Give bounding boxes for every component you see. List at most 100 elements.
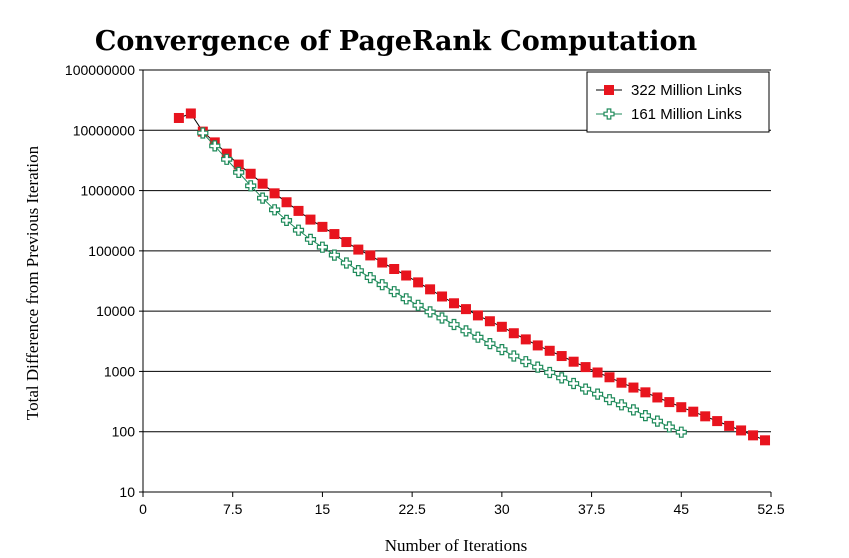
data-point <box>173 112 184 123</box>
data-point <box>280 214 293 226</box>
data-point <box>604 372 615 383</box>
data-point <box>448 318 460 331</box>
data-point <box>484 338 496 350</box>
series-322-million <box>173 108 771 446</box>
data-point <box>544 345 555 356</box>
y-tick-label: 10000000 <box>73 122 136 138</box>
data-point <box>401 270 412 281</box>
data-point <box>316 241 328 253</box>
y-tick-label: 100 <box>112 424 136 440</box>
x-tick-label: 22.5 <box>399 501 426 517</box>
data-point <box>556 351 567 362</box>
data-point <box>652 392 663 403</box>
data-point <box>544 366 556 379</box>
data-point <box>760 435 771 446</box>
data-point <box>400 293 412 305</box>
legend: 322 Million Links 161 Million Links <box>586 71 770 133</box>
data-point <box>340 257 352 269</box>
data-point <box>532 361 544 373</box>
data-point <box>472 331 484 343</box>
y-tick-label: 1000000 <box>80 183 135 199</box>
data-point <box>627 404 640 416</box>
data-point <box>413 277 424 288</box>
chart-title: Convergence of PageRank Computation <box>95 26 698 57</box>
data-point <box>281 197 292 208</box>
y-tick-label: 10 <box>119 484 135 500</box>
y-tick-label: 10000 <box>96 303 135 319</box>
x-tick-label: 45 <box>673 501 689 517</box>
gridlines <box>143 69 771 433</box>
data-point <box>329 229 340 240</box>
data-point <box>520 356 532 368</box>
data-point <box>472 310 483 321</box>
y-tick-label: 100000 <box>88 243 135 259</box>
data-point <box>388 286 400 298</box>
data-point <box>352 265 364 277</box>
data-point <box>712 416 723 427</box>
data-point <box>197 127 209 139</box>
data-point <box>460 325 472 337</box>
data-point <box>616 377 627 388</box>
data-point <box>341 237 352 248</box>
data-point <box>508 328 519 339</box>
series-161-million <box>197 127 687 438</box>
data-point <box>592 367 603 378</box>
x-tick-label: 15 <box>315 501 331 517</box>
data-point <box>591 388 604 400</box>
x-tick-label: 0 <box>139 501 147 517</box>
data-point <box>736 425 747 436</box>
data-point <box>568 356 579 367</box>
legend-label-322: 322 Million Links <box>631 82 742 99</box>
data-point <box>615 399 628 411</box>
data-point <box>377 257 388 268</box>
data-point <box>664 397 675 408</box>
data-point <box>496 344 508 356</box>
data-point <box>364 272 376 284</box>
data-point <box>639 410 652 422</box>
data-point <box>556 372 568 384</box>
data-point <box>353 244 364 255</box>
data-point <box>221 153 233 165</box>
data-point <box>317 221 328 232</box>
x-tick-label: 30 <box>494 501 510 517</box>
data-point <box>449 298 460 309</box>
legend-label-161: 161 Million Links <box>631 106 742 123</box>
data-point <box>484 316 495 327</box>
series-line <box>178 112 766 441</box>
data-point <box>675 426 687 438</box>
data-point <box>436 312 448 324</box>
data-point <box>425 284 436 295</box>
data-point <box>508 350 520 362</box>
data-point <box>748 430 759 441</box>
data-point <box>245 180 257 192</box>
data-point <box>376 279 388 291</box>
x-axis: 0 7.5 15 22.5 30 37.5 45 52.5 <box>139 491 785 517</box>
data-point <box>412 299 424 311</box>
data-point <box>688 406 699 417</box>
data-point <box>328 249 340 261</box>
data-point <box>724 420 735 431</box>
data-point <box>292 224 305 236</box>
legend-item-161-million: 161 Million Links <box>596 106 742 123</box>
data-point <box>293 205 304 216</box>
data-point <box>460 304 471 315</box>
data-point <box>700 411 711 422</box>
data-point <box>579 383 592 395</box>
data-point <box>651 415 664 427</box>
data-point <box>305 214 316 225</box>
x-axis-label: Number of Iterations <box>385 536 528 555</box>
series-line <box>202 132 682 433</box>
x-tick-label: 7.5 <box>223 501 243 517</box>
data-point <box>389 264 400 275</box>
data-point <box>185 108 196 119</box>
data-point <box>257 178 268 189</box>
data-point <box>676 402 687 413</box>
data-point <box>221 148 232 159</box>
data-point <box>640 387 651 398</box>
data-point <box>437 291 448 302</box>
data-point <box>233 159 244 170</box>
data-point <box>269 188 280 199</box>
data-point <box>532 340 543 351</box>
data-point <box>663 421 675 433</box>
